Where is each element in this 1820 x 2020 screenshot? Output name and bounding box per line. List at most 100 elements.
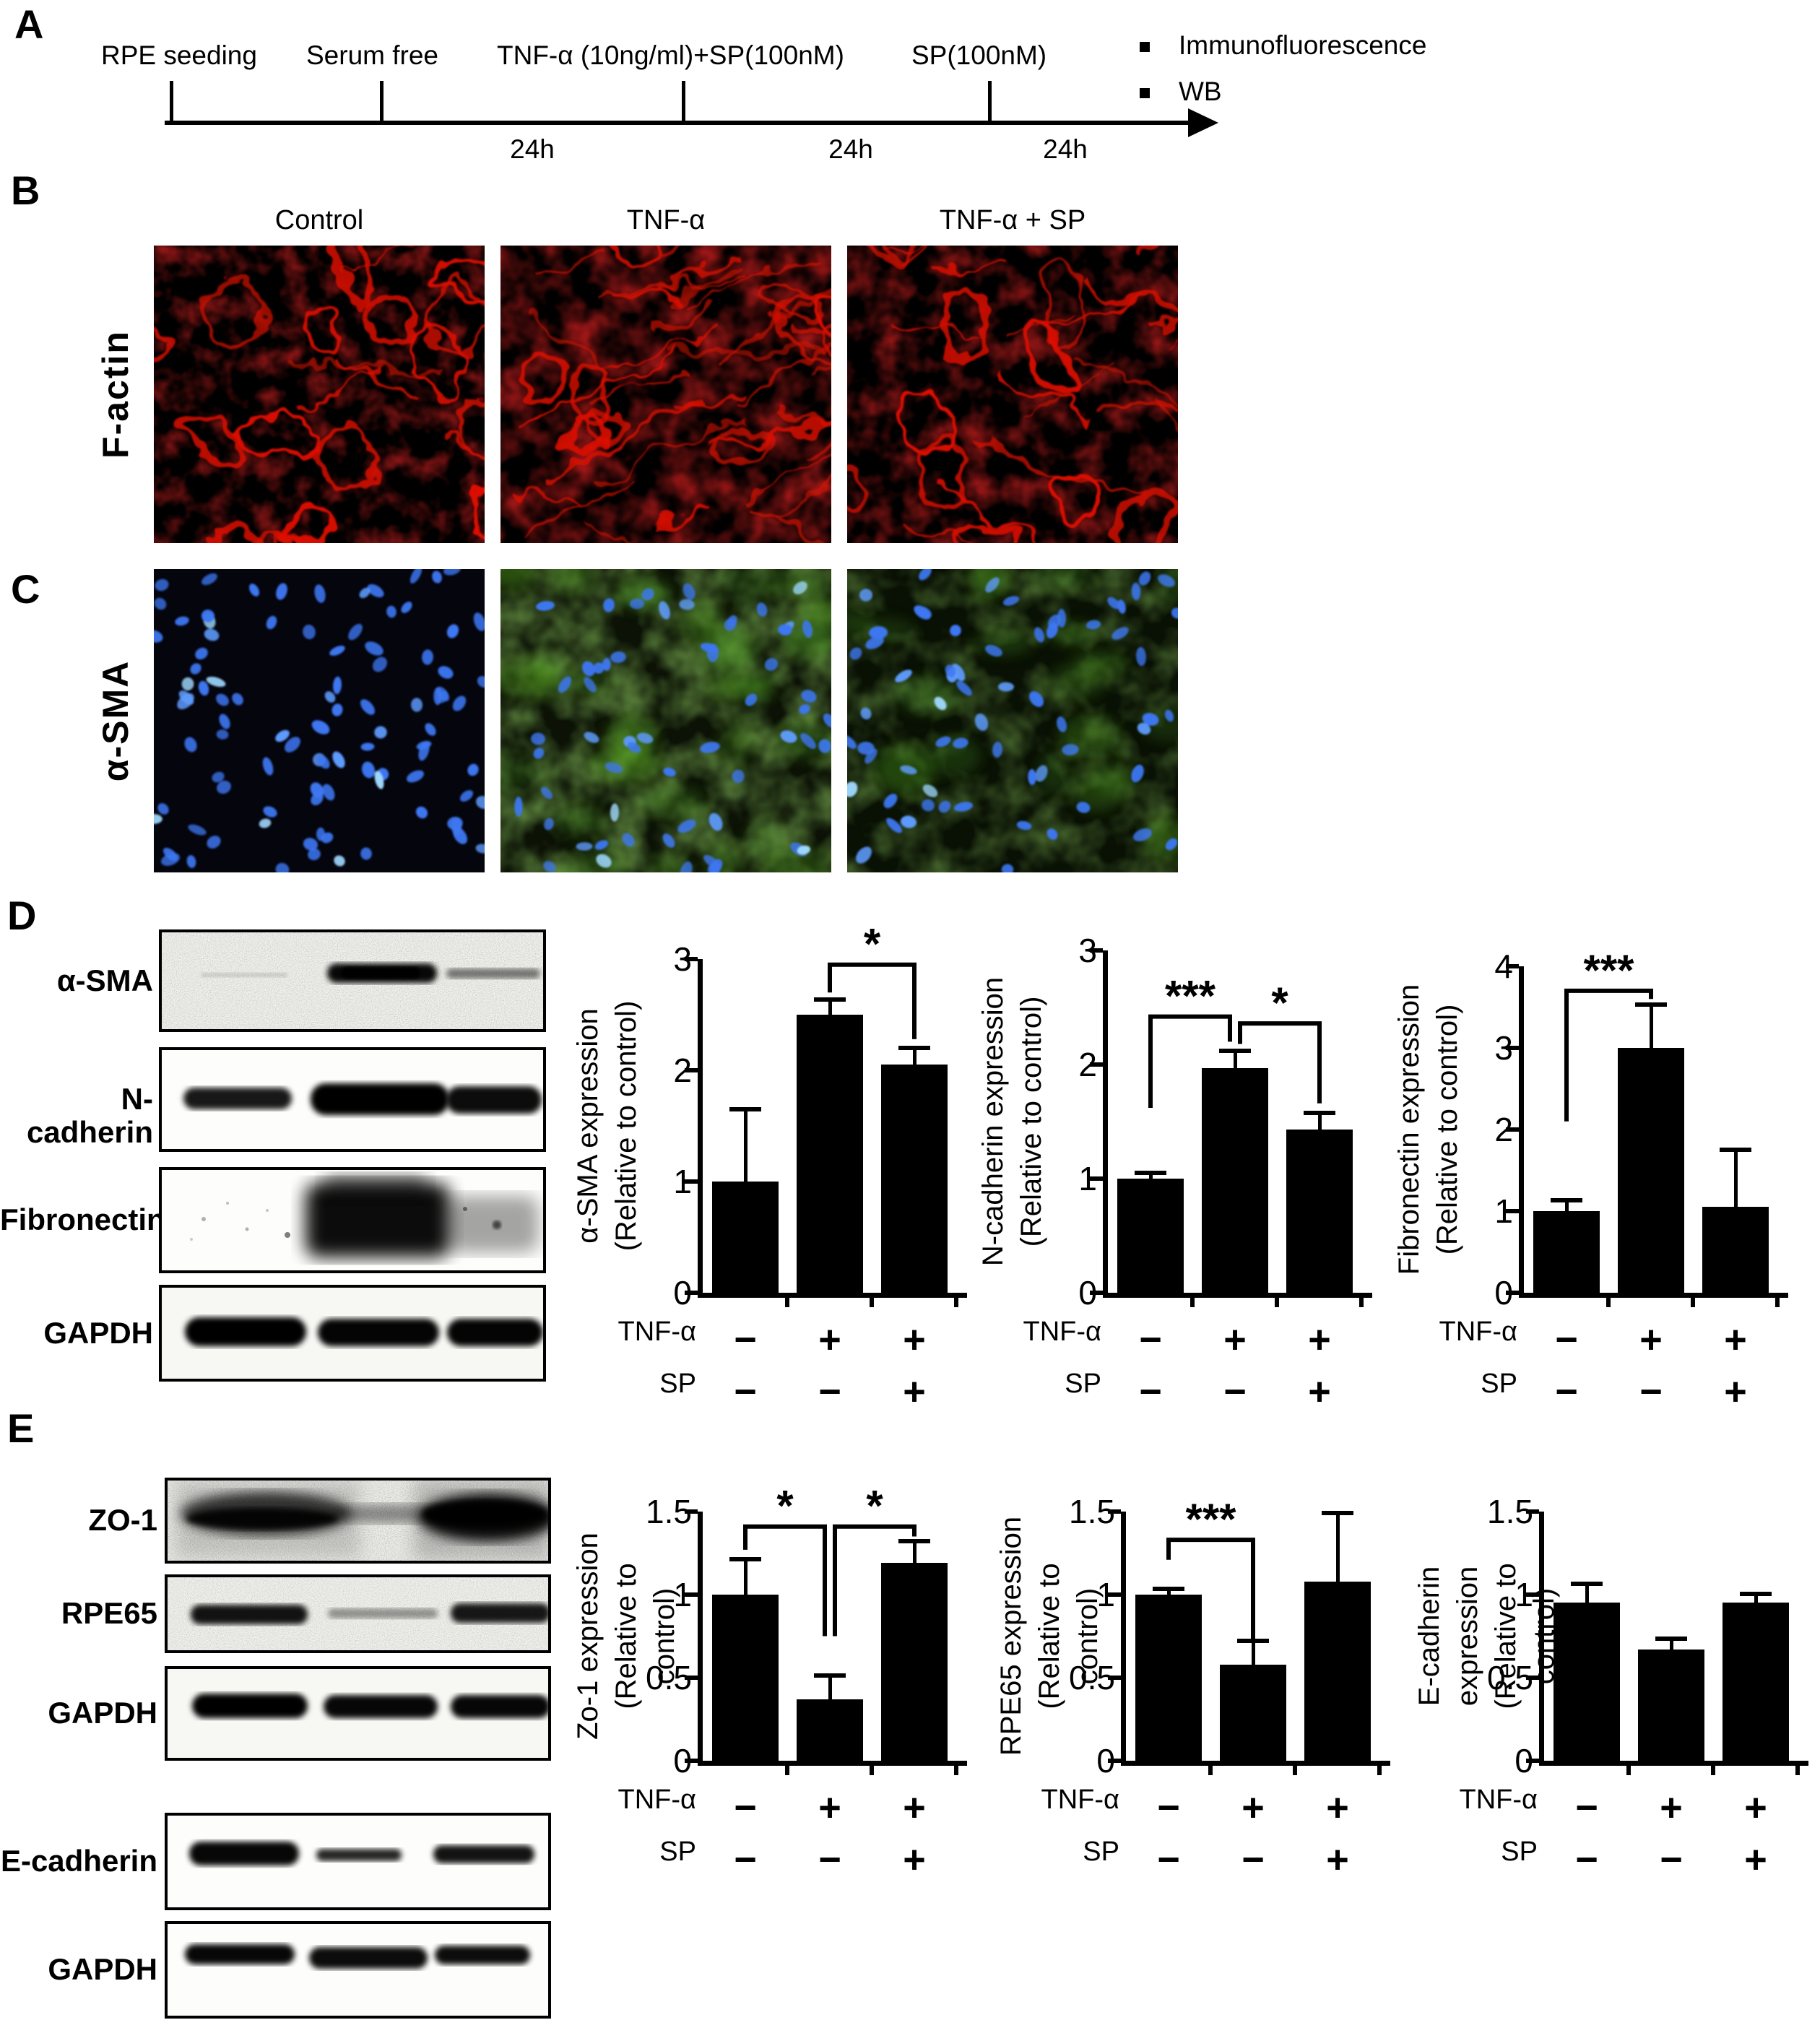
tnf-row-label: TNF-α bbox=[1459, 1785, 1538, 1815]
y-tick-label: 1.5 bbox=[1487, 1493, 1533, 1530]
y-tick bbox=[1506, 1127, 1519, 1132]
y-tick-label: 3 bbox=[1494, 1029, 1513, 1067]
y-tick-labels: 0 0.5 1 1.5 bbox=[1470, 1493, 1533, 1780]
plot-area: *** bbox=[1126, 1495, 1390, 1761]
row-label-f-actin: F-actin bbox=[95, 330, 136, 459]
endpoint-immunofluorescence: Immunofluorescence bbox=[1179, 30, 1427, 60]
y-tick bbox=[1090, 1062, 1103, 1067]
panel-e-label: E bbox=[7, 1405, 35, 1451]
svg-text:*: * bbox=[866, 1482, 883, 1530]
y-tick-label: 1 bbox=[1096, 1576, 1115, 1613]
bar-1 bbox=[1533, 1211, 1600, 1293]
significance-brackets: *** bbox=[1166, 1495, 1255, 1640]
svg-text:***: *** bbox=[1165, 972, 1216, 1020]
x-tick bbox=[1208, 1766, 1213, 1775]
bar-3 bbox=[881, 1563, 948, 1761]
f-actin-image-control bbox=[154, 246, 485, 543]
tnf-row-label: TNF-α bbox=[1041, 1785, 1120, 1815]
y-tick-label: 0 bbox=[1078, 1274, 1097, 1312]
x-tick bbox=[954, 1766, 958, 1775]
error-bar-cap bbox=[814, 997, 846, 1002]
tnf-sign-3: + bbox=[903, 1786, 926, 1829]
y-tick bbox=[1526, 1592, 1539, 1597]
error-bar bbox=[1252, 1643, 1255, 1678]
x-tick bbox=[1626, 1766, 1631, 1775]
x-axis bbox=[698, 1761, 967, 1766]
y-axis bbox=[1519, 966, 1524, 1298]
bar-2 bbox=[797, 1015, 863, 1293]
error-bar bbox=[1149, 1175, 1153, 1192]
error-bar bbox=[1585, 1586, 1589, 1616]
x-axis bbox=[1519, 1293, 1788, 1298]
wb-ecadherin bbox=[165, 1813, 551, 1914]
error-bar-cap bbox=[1571, 1582, 1603, 1586]
error-bar-cap bbox=[1219, 1049, 1251, 1053]
error-bar-cap bbox=[898, 1046, 930, 1050]
y-tick-marks bbox=[1526, 1509, 1539, 1763]
error-bar-cap bbox=[1322, 1511, 1353, 1515]
sp-sign-3: + bbox=[1744, 1838, 1767, 1881]
x-tick bbox=[1711, 1766, 1715, 1775]
timeline-tick bbox=[682, 81, 685, 123]
y-tick-label: 2 bbox=[673, 1052, 692, 1089]
blot-label-rpe65: RPE65 bbox=[61, 1596, 157, 1630]
sp-sign-3: + bbox=[1724, 1370, 1747, 1413]
y-tick bbox=[1526, 1759, 1539, 1763]
y-tick-label: 3 bbox=[673, 940, 692, 978]
x-axis bbox=[1539, 1761, 1808, 1766]
plot-area: * * bbox=[703, 1482, 967, 1761]
y-tick-label: 1 bbox=[1078, 1160, 1097, 1197]
y-tick bbox=[685, 1068, 698, 1072]
svg-text:***: *** bbox=[1185, 1495, 1236, 1543]
sp-sign-1: − bbox=[1575, 1838, 1598, 1881]
svg-text:*: * bbox=[776, 1482, 794, 1530]
error-bar bbox=[1234, 1053, 1237, 1081]
sp-row-label: SP bbox=[1501, 1837, 1538, 1867]
y-tick-label: 0.5 bbox=[1069, 1659, 1115, 1696]
error-bar-cap bbox=[814, 1673, 846, 1678]
bar-1 bbox=[712, 1182, 779, 1293]
timeline-tick bbox=[988, 81, 992, 123]
tnf-sign-1: − bbox=[1157, 1786, 1180, 1829]
error-bar-cap bbox=[1655, 1637, 1687, 1641]
sp-sign-2: − bbox=[1223, 1370, 1247, 1413]
chart-ecadherin-expression: E-cadherin expression (Relative to contro… bbox=[1406, 1493, 1820, 1881]
sp-sign-3: + bbox=[903, 1370, 926, 1413]
column-title-tnf-sp: TNF-α + SP bbox=[939, 205, 1086, 235]
y-tick-label: 0.5 bbox=[1487, 1659, 1533, 1696]
y-tick-label: 2 bbox=[1078, 1046, 1097, 1083]
sp-sign-2: − bbox=[1639, 1370, 1663, 1413]
bar-3 bbox=[1702, 1207, 1769, 1293]
sp-sign-1: − bbox=[734, 1370, 757, 1413]
wb-gapdh-e2 bbox=[165, 1921, 551, 2020]
y-tick-label: 1 bbox=[673, 1163, 692, 1200]
sp-sign-3: + bbox=[1326, 1838, 1349, 1881]
tnf-sign-2: + bbox=[1639, 1318, 1663, 1361]
timeline-tick bbox=[380, 81, 384, 123]
y-tick-labels: 0 1 2 3 bbox=[628, 940, 692, 1312]
bar-3 bbox=[1722, 1603, 1789, 1761]
plot-area: * bbox=[703, 920, 967, 1293]
tnf-sign-2: + bbox=[1223, 1318, 1247, 1361]
y-tick-label: 1 bbox=[673, 1576, 692, 1613]
panel-d-label: D bbox=[7, 893, 37, 938]
blot-label-fibronectin: Fibronectin bbox=[0, 1202, 165, 1236]
y-tick bbox=[685, 1759, 698, 1763]
tnf-sign-3: + bbox=[1308, 1318, 1331, 1361]
error-bar bbox=[1670, 1641, 1673, 1663]
error-bar bbox=[744, 1111, 748, 1195]
y-tick bbox=[1090, 948, 1103, 953]
y-tick bbox=[685, 1179, 698, 1184]
bar-2 bbox=[1618, 1048, 1684, 1293]
blot-label-gapdh-d: GAPDH bbox=[43, 1316, 153, 1350]
y-tick-label: 0 bbox=[1096, 1742, 1115, 1780]
endpoint-wb: WB bbox=[1179, 77, 1222, 106]
blot-label-gapdh-e2: GAPDH bbox=[48, 1952, 157, 1986]
error-bar-cap bbox=[1551, 1198, 1582, 1202]
y-tick bbox=[1506, 1209, 1519, 1213]
y-tick-label: 1.5 bbox=[1069, 1493, 1115, 1530]
timeline-event-sp: SP(100nM) bbox=[911, 40, 1047, 70]
